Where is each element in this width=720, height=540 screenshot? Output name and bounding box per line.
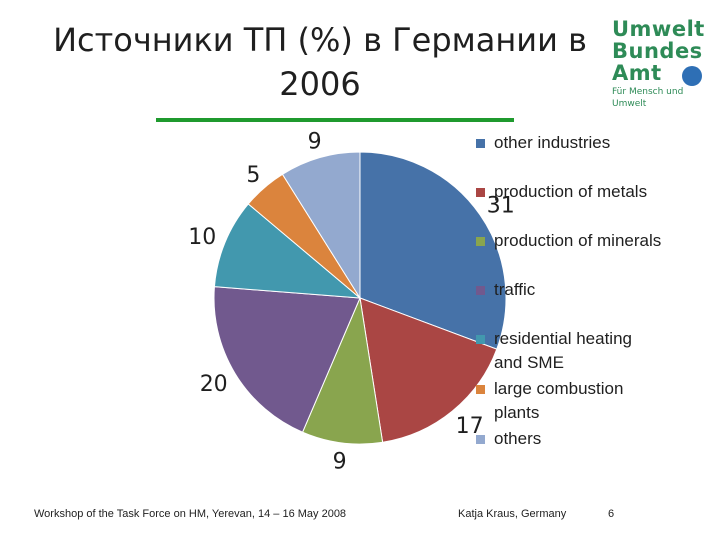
legend-swatch-5 [476, 385, 485, 394]
data-label-5: 5 [246, 163, 260, 188]
footer-author: Katja Kraus, Germany [458, 508, 567, 520]
data-label-3: 20 [200, 372, 228, 397]
data-label-2: 9 [333, 450, 347, 475]
legend-label-4: residential heating and SME [494, 329, 632, 372]
title-line-1: Источники ТП (%) в Германии в [53, 21, 587, 59]
legend-swatch-0 [476, 139, 485, 148]
legend-label-3: traffic [494, 280, 536, 299]
pie-slices [213, 151, 507, 445]
legend-swatch-3 [476, 286, 485, 295]
data-label-6: 9 [308, 129, 322, 154]
globe-emblem-icon [682, 66, 702, 86]
title-line-2: 2006 [279, 65, 361, 103]
pie-slice-3 [213, 286, 361, 433]
legend-swatch-4 [476, 335, 485, 344]
data-label-1: 17 [456, 414, 484, 439]
data-label-4: 10 [188, 225, 216, 250]
pie-slice-0 [359, 151, 507, 350]
data-label-0: 31 [487, 194, 515, 219]
pie-data-labels: 31 17 9 20 10 5 9 [188, 129, 515, 474]
pie-slice-2 [301, 296, 384, 445]
uba-logo: Umwelt Bundes Amt Für Mensch und Umwelt [612, 17, 716, 109]
logo-line-3: Amt [612, 61, 662, 85]
legend-label-6: others [494, 429, 541, 448]
footer-workshop: Workshop of the Task Force on HM, Yereva… [34, 508, 347, 520]
pie-slice-1 [359, 297, 498, 443]
logo-line-1: Umwelt [612, 17, 705, 41]
pie-slice-4 [213, 203, 362, 299]
legend-swatch-2 [476, 237, 485, 246]
legend-label-0: other industries [494, 133, 610, 152]
pie-slice-6 [281, 151, 361, 300]
title-underline [156, 118, 514, 122]
logo-line-2: Bundes [612, 39, 703, 63]
logo-tagline: Für Mensch und Umwelt [612, 87, 684, 109]
legend-label-5: large combustion plants [494, 379, 623, 422]
chart-legend: other industries production of metals prod… [476, 133, 661, 448]
legend-label-1: production of metals [494, 182, 647, 201]
legend-swatch-1 [476, 188, 485, 197]
slide-title: Источники ТП (%) в Германии в 2006 [40, 18, 600, 106]
legend-label-2: production of minerals [494, 231, 661, 250]
legend-swatch-6 [476, 435, 485, 444]
footer-page-number: 6 [608, 508, 615, 520]
